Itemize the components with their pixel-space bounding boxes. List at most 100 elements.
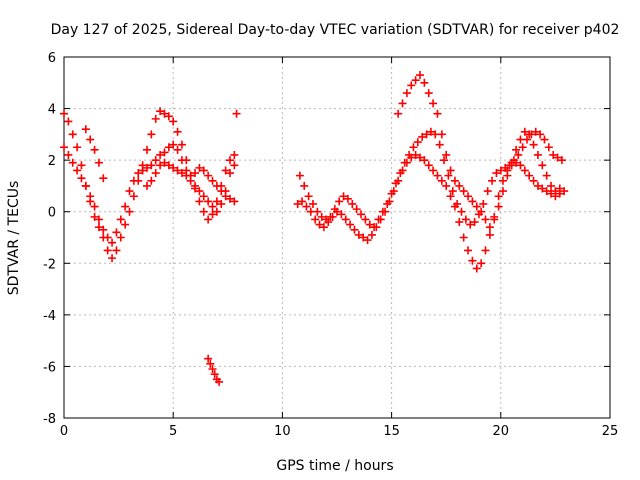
y-tick-label: -4 bbox=[43, 309, 56, 324]
data-points bbox=[60, 71, 569, 386]
data-point bbox=[293, 199, 302, 208]
data-point bbox=[343, 194, 352, 203]
data-point bbox=[433, 109, 442, 118]
data-point bbox=[302, 202, 311, 211]
data-point bbox=[138, 166, 147, 175]
data-point bbox=[461, 215, 470, 224]
data-point bbox=[378, 207, 387, 216]
data-point bbox=[533, 181, 542, 190]
data-point bbox=[477, 207, 486, 216]
data-point bbox=[538, 161, 547, 170]
data-point bbox=[516, 135, 525, 144]
data-point bbox=[544, 143, 553, 152]
data-point bbox=[520, 127, 529, 136]
data-point bbox=[94, 215, 103, 224]
data-point bbox=[230, 161, 239, 170]
data-point bbox=[212, 181, 221, 190]
data-point bbox=[409, 143, 418, 152]
data-point bbox=[164, 112, 173, 121]
data-point bbox=[64, 150, 73, 159]
data-point bbox=[129, 192, 138, 201]
data-point bbox=[212, 197, 221, 206]
data-point bbox=[304, 192, 313, 201]
data-point bbox=[547, 189, 556, 198]
data-point bbox=[60, 143, 68, 152]
data-point bbox=[298, 197, 307, 206]
y-tick-label: -2 bbox=[43, 257, 56, 272]
data-point bbox=[477, 259, 486, 268]
axis-ticks: 0 5 10 15 20 25 -8 -6 -4 -2 0 2 4 6 bbox=[43, 51, 618, 439]
data-point bbox=[540, 135, 549, 144]
y-tick-label: -8 bbox=[43, 412, 56, 427]
data-point bbox=[225, 194, 234, 203]
data-point bbox=[191, 169, 200, 178]
data-point bbox=[147, 161, 156, 170]
data-point bbox=[468, 256, 477, 265]
data-point bbox=[322, 215, 331, 224]
data-point bbox=[121, 202, 130, 211]
series-track-g bbox=[394, 71, 564, 232]
data-point bbox=[204, 171, 213, 180]
data-point bbox=[405, 150, 414, 159]
data-point bbox=[459, 233, 468, 242]
data-point bbox=[225, 156, 234, 165]
data-point bbox=[195, 197, 204, 206]
data-point bbox=[73, 166, 82, 175]
data-point bbox=[348, 199, 357, 208]
data-point bbox=[142, 181, 151, 190]
data-point bbox=[160, 148, 169, 157]
data-point bbox=[156, 107, 165, 116]
data-point bbox=[142, 163, 151, 172]
data-point bbox=[490, 215, 499, 224]
data-point bbox=[300, 181, 309, 190]
data-point bbox=[346, 220, 355, 229]
data-point bbox=[208, 210, 217, 219]
data-point bbox=[472, 264, 481, 273]
data-point bbox=[498, 187, 507, 196]
data-point bbox=[485, 223, 494, 232]
data-point bbox=[529, 176, 538, 185]
data-point bbox=[86, 135, 95, 144]
data-point bbox=[99, 225, 108, 234]
y-tick-label: 0 bbox=[48, 206, 56, 221]
data-point bbox=[81, 181, 90, 190]
data-point bbox=[464, 246, 473, 255]
data-point bbox=[142, 145, 151, 154]
data-point bbox=[498, 176, 507, 185]
data-point bbox=[232, 109, 241, 118]
data-point bbox=[182, 171, 191, 180]
data-point bbox=[437, 176, 446, 185]
data-point bbox=[402, 89, 411, 98]
data-point bbox=[215, 377, 224, 386]
data-point bbox=[86, 192, 95, 201]
data-point bbox=[383, 199, 392, 208]
data-point bbox=[173, 145, 182, 154]
data-point bbox=[204, 354, 213, 363]
data-point bbox=[398, 99, 407, 108]
data-point bbox=[90, 145, 99, 154]
data-point bbox=[391, 179, 400, 188]
data-point bbox=[415, 153, 424, 162]
data-point bbox=[164, 161, 173, 170]
data-point bbox=[313, 207, 322, 216]
data-point bbox=[295, 171, 304, 180]
data-point bbox=[151, 156, 160, 165]
data-point bbox=[160, 158, 169, 167]
data-point bbox=[536, 130, 545, 139]
data-point bbox=[422, 130, 431, 139]
data-point bbox=[557, 156, 566, 165]
data-point bbox=[433, 171, 442, 180]
data-point bbox=[453, 199, 462, 208]
data-point bbox=[208, 176, 217, 185]
data-point bbox=[199, 166, 208, 175]
series-track-b bbox=[60, 140, 239, 247]
data-point bbox=[208, 202, 217, 211]
data-point bbox=[494, 192, 503, 201]
data-point bbox=[230, 197, 239, 206]
data-point bbox=[330, 205, 339, 214]
data-point bbox=[173, 166, 182, 175]
data-point bbox=[319, 223, 328, 232]
data-point bbox=[81, 125, 90, 134]
data-point bbox=[68, 158, 77, 167]
data-point bbox=[457, 207, 466, 216]
